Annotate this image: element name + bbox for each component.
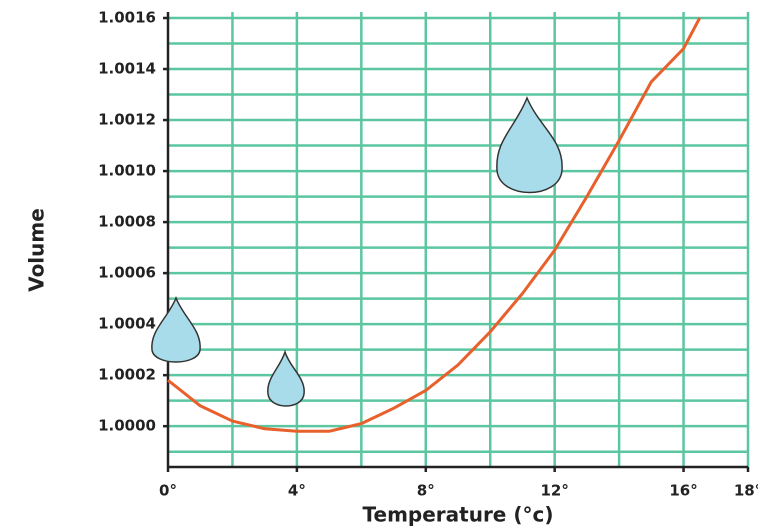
drop: [268, 352, 304, 406]
y-tick-label: 1.0000: [98, 417, 156, 435]
x-tick-label: 8°: [417, 482, 435, 500]
x-tick-label: 0°: [159, 482, 177, 500]
y-tick-label: 1.0016: [98, 9, 156, 27]
x-tick-label: 12°: [540, 482, 568, 500]
drop: [497, 98, 562, 193]
y-tick-label: 1.0004: [98, 315, 156, 333]
y-tick-label: 1.0006: [98, 264, 156, 282]
drop: [152, 298, 200, 362]
drop-illustrations: [152, 98, 562, 406]
y-axis-label: Volume: [25, 208, 49, 292]
chart: Volume Temperature (°c) 1.0000 1.0002 1.00…: [0, 0, 758, 531]
y-tick-label: 1.0002: [98, 366, 156, 384]
x-tick-label: 16°: [669, 482, 697, 500]
y-tick-label: 1.0014: [98, 60, 156, 78]
y-tick-label: 1.0010: [98, 162, 156, 180]
y-tick-label: 1.0008: [98, 213, 156, 231]
x-tick-label: 4°: [288, 482, 306, 500]
x-tick-label: 18°: [734, 482, 758, 500]
x-axis-label: Temperature (°c): [363, 503, 554, 527]
grid: [163, 12, 748, 472]
y-tick-label: 1.0012: [98, 111, 156, 129]
